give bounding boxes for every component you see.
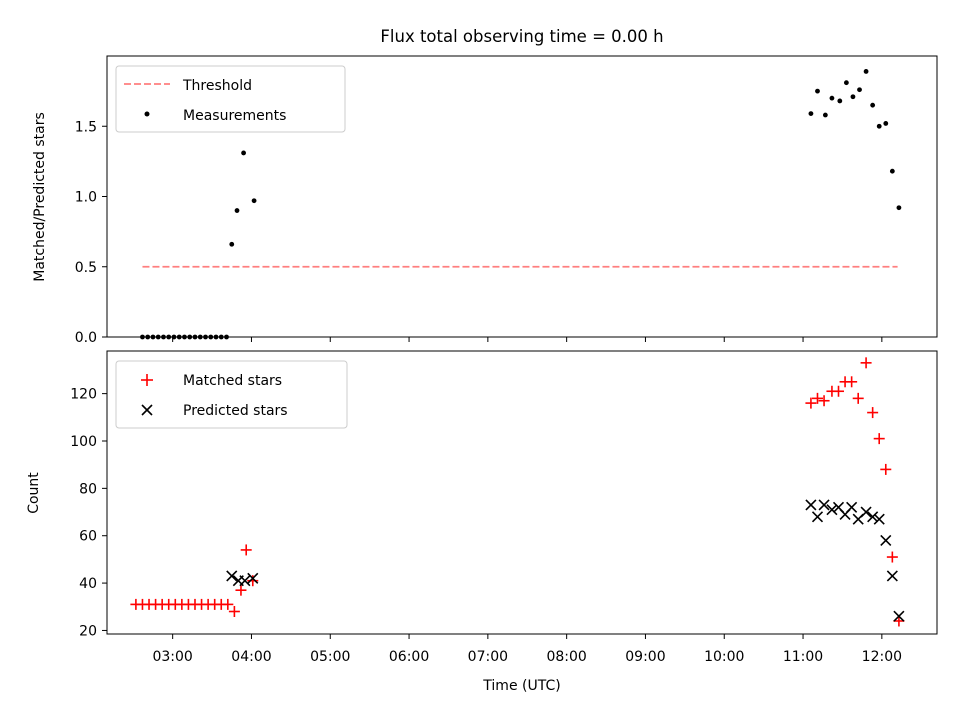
predicted-stars-layer [226, 499, 905, 622]
measurement-point [808, 111, 814, 117]
bottom-y-label: Count [26, 472, 42, 514]
matched-star-marker [852, 392, 864, 404]
measurement-point [896, 205, 902, 211]
predicted-star-marker [860, 506, 872, 518]
x-tick-label: 09:00 [625, 649, 665, 665]
x-tick-label: 11:00 [783, 649, 823, 665]
measurements-legend-label: Measurements [183, 108, 286, 124]
figure-title: Flux total observing time = 0.00 h [380, 27, 663, 46]
top-x-axis [172, 337, 883, 342]
bottom-y-tick-label: 80 [79, 481, 97, 497]
bottom-x-axis: 03:00 04:00 05:00 06:00 07:00 08:00 09:00 10:00… [152, 634, 902, 665]
measurement-point [241, 150, 246, 156]
matched-star-marker [805, 397, 817, 409]
matched-star-marker [833, 385, 845, 397]
predicted-star-marker [880, 534, 892, 547]
matched-star-marker [228, 606, 240, 618]
x-tick-label: 06:00 [389, 649, 429, 665]
x-tick-label: 03:00 [152, 649, 192, 665]
matched-star-marker [880, 463, 892, 475]
top-legend: Threshold Measurements [115, 65, 346, 133]
matched-legend-swatch [141, 374, 153, 386]
matched-star-marker [818, 395, 830, 407]
x-tick-label: 04:00 [231, 649, 271, 665]
predicted-star-marker [893, 610, 905, 622]
x-tick-label: 10:00 [704, 649, 744, 665]
predicted-star-marker [846, 501, 858, 513]
matched-star-marker [222, 598, 234, 610]
matched-star-marker [860, 357, 872, 369]
predicted-star-marker [226, 570, 238, 582]
predicted-star-marker [818, 499, 830, 511]
measurement-point [822, 112, 828, 118]
measurement-point [863, 69, 869, 74]
predicted-legend-label: Predicted stars [183, 403, 288, 419]
predicted-star-marker [239, 575, 251, 587]
predicted-star-marker [886, 570, 898, 582]
measurement-point [857, 87, 862, 93]
threshold-legend-label: Threshold [182, 78, 252, 94]
matched-star-marker [873, 433, 885, 445]
measurement-point [815, 88, 820, 94]
top-y-tick-label: 0.5 [75, 260, 97, 276]
measurement-point [843, 80, 849, 86]
measurement-point [234, 208, 240, 213]
predicted-star-marker [811, 511, 824, 523]
measurements-legend-swatch [144, 111, 150, 117]
measurement-point [229, 241, 235, 247]
x-tick-label: 05:00 [310, 649, 350, 665]
bottom-legend-box [115, 360, 348, 429]
top-y-tick-label: 1.0 [75, 190, 97, 206]
matched-star-marker [867, 407, 879, 419]
bottom-y-tick-label: 120 [70, 387, 97, 403]
predicted-legend-swatch [141, 404, 153, 416]
bottom-y-axis: 20 40 60 80 100 120 [70, 387, 107, 639]
bottom-y-tick-label: 60 [79, 529, 97, 545]
top-plot-frame [106, 55, 938, 338]
measurement-point [837, 98, 843, 104]
matched-legend-label: Matched stars [183, 373, 282, 389]
top-y-tick-label: 1.5 [75, 119, 97, 135]
matched-star-marker [811, 392, 823, 404]
top-panel: 0.0 0.5 1.0 1.5 Matched/Predicted stars Thr… [32, 55, 938, 346]
measurement-point [883, 121, 889, 126]
x-tick-label: 07:00 [468, 649, 508, 665]
bottom-y-tick-label: 20 [79, 623, 97, 639]
measurement-point [251, 198, 257, 204]
matched-stars-layer [130, 357, 905, 627]
measurement-point [870, 102, 876, 108]
bottom-legend: Matched stars Predicted stars [115, 360, 348, 429]
bottom-plot-frame [106, 350, 938, 635]
bottom-panel: 20 40 60 80 100 120 03:00 04:00 05:00 06:00 07:00… [26, 350, 938, 694]
predicted-star-marker [867, 511, 879, 523]
measurement-point [889, 168, 895, 174]
bottom-y-tick-label: 100 [70, 434, 97, 450]
top-legend-box [115, 65, 346, 133]
matched-star-marker [886, 551, 898, 563]
bottom-y-tick-label: 40 [79, 576, 97, 592]
top-y-tick-label: 0.0 [75, 330, 97, 346]
top-y-label: Matched/Predicted stars [32, 112, 48, 282]
x-axis-label: Time (UTC) [482, 678, 560, 694]
measurement-point [876, 123, 882, 129]
matched-star-marker [846, 376, 858, 388]
predicted-star-marker [826, 504, 838, 516]
predicted-star-marker [873, 513, 885, 525]
matched-star-marker [235, 584, 247, 596]
x-tick-label: 08:00 [546, 649, 586, 665]
predicted-star-marker [247, 572, 259, 584]
measurement-point [850, 94, 856, 100]
matched-star-marker [240, 544, 252, 556]
measurement-point [829, 95, 835, 101]
x-tick-label: 12:00 [862, 649, 902, 665]
matched-star-marker [247, 575, 259, 587]
predicted-star-marker [805, 499, 817, 511]
top-y-axis: 0.0 0.5 1.0 1.5 [75, 119, 107, 346]
